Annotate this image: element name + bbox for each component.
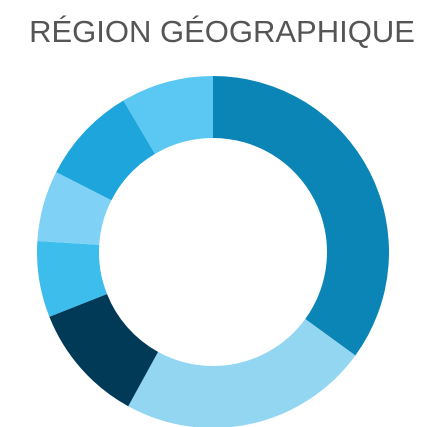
donut-segment [37, 240, 108, 317]
donut-segment [128, 319, 356, 427]
donut-segment [213, 76, 389, 356]
donut-segment [37, 172, 112, 245]
chart-title: RÉGION GÉOGRAPHIQUE [29, 14, 415, 49]
donut-segment [123, 76, 213, 154]
donut-segment [49, 293, 159, 407]
donut-segment [56, 100, 155, 201]
